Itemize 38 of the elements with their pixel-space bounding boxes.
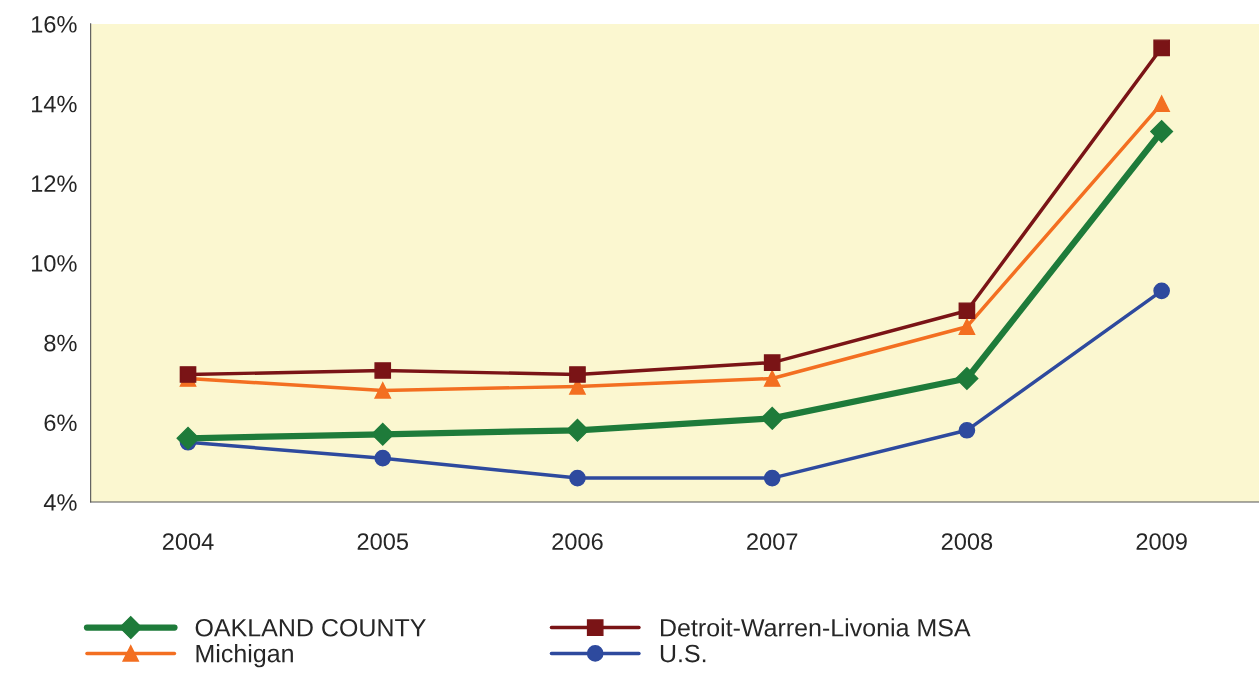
y-tick-label: 8% xyxy=(44,334,77,352)
point xyxy=(958,421,976,439)
point xyxy=(760,406,784,430)
y-tick-label: 10% xyxy=(32,255,77,272)
point xyxy=(176,426,200,450)
legend-label: OAKLAND COUNTY xyxy=(195,618,426,637)
x-tick-label: 2005 xyxy=(357,533,409,550)
point xyxy=(763,469,781,487)
point xyxy=(955,366,979,390)
x-tick-label: 2004 xyxy=(162,533,214,550)
legend-label: U.S. xyxy=(660,644,706,663)
y-tick-label: 4% xyxy=(43,494,77,511)
point xyxy=(958,302,976,320)
point xyxy=(958,318,976,336)
point xyxy=(569,469,586,487)
x-tick-label: 2009 xyxy=(1136,533,1187,550)
x-tick-label: 2008 xyxy=(941,533,993,550)
point xyxy=(569,366,586,383)
y-tick-label: 12% xyxy=(32,175,77,192)
point xyxy=(1153,39,1170,57)
point xyxy=(371,422,395,446)
point xyxy=(565,418,589,442)
point xyxy=(763,370,781,387)
point xyxy=(763,354,781,371)
x-tick-label: 2007 xyxy=(747,533,798,550)
y-tick-label: 14% xyxy=(32,95,77,113)
legend-label: Michigan xyxy=(196,644,293,668)
y-tick-label: 16% xyxy=(32,15,77,33)
point xyxy=(374,362,392,379)
point xyxy=(1150,119,1174,143)
point xyxy=(1153,95,1170,112)
y-tick-label: 6% xyxy=(44,414,77,432)
point xyxy=(374,382,392,399)
point xyxy=(374,449,392,467)
legend-label: Detroit-Warren-Livonia MSA xyxy=(661,618,971,637)
point xyxy=(1153,282,1170,300)
x-tick-label: 2006 xyxy=(552,533,603,550)
point xyxy=(179,366,197,383)
